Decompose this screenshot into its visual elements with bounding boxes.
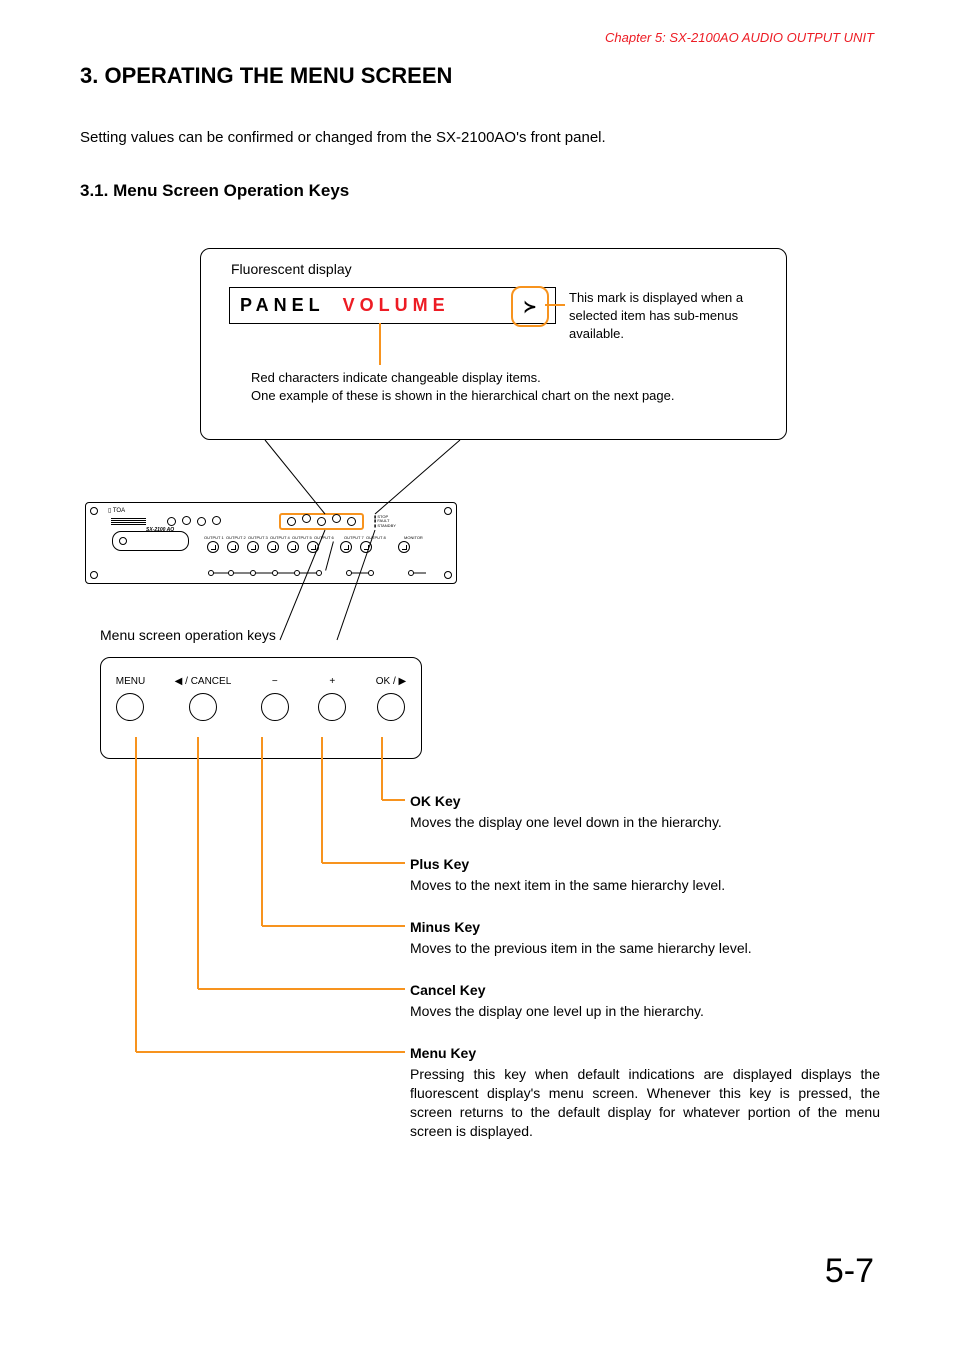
front-button xyxy=(302,514,311,523)
page-number: 5-7 xyxy=(825,1252,874,1291)
chapter-header: Chapter 5: SX-2100AO AUDIO OUTPUT UNIT xyxy=(80,30,874,45)
menu-keys-highlight xyxy=(279,513,364,530)
device-front-panel: ▯ TOA SX-2100 AO ▮ STOP ▮ FAULT xyxy=(85,502,457,584)
output-label: OUTPUT 4 xyxy=(270,535,290,540)
cancel-key-label: ◀ / CANCEL xyxy=(175,676,232,687)
status-leds: ▮ STOP ▮ FAULT ▮ STANDBY xyxy=(374,515,396,528)
plus-key-body: Moves to the next item in the same hiera… xyxy=(410,876,880,895)
panel-prefix: PANEL xyxy=(240,295,325,316)
menu-key-label: MENU xyxy=(116,676,145,687)
menu-key: MENU xyxy=(116,676,145,721)
minus-key-title: Minus Key xyxy=(410,918,880,937)
output-knob xyxy=(340,541,352,553)
monitor-knob xyxy=(398,541,410,553)
lcd-slot xyxy=(112,531,189,551)
lcd-dot xyxy=(119,537,127,545)
front-button xyxy=(212,516,221,525)
key-circle-icon xyxy=(189,693,217,721)
cancel-key-description: Cancel Key Moves the display one level u… xyxy=(410,981,880,1021)
menu-key-description: Menu Key Pressing this key when default … xyxy=(410,1044,880,1140)
output-knob xyxy=(247,541,259,553)
output-knob xyxy=(267,541,279,553)
output-label: OUTPUT 2 xyxy=(226,535,246,540)
minus-key-label: − xyxy=(272,676,278,687)
front-button xyxy=(167,517,176,526)
cancel-key-body: Moves the display one level up in the hi… xyxy=(410,1002,880,1021)
panel-volume-word: VOLUME xyxy=(343,295,450,316)
subsection-title: 3.1. Menu Screen Operation Keys xyxy=(80,181,874,201)
menu-key-body: Pressing this key when default indicatio… xyxy=(410,1065,880,1141)
menu-keys-label: Menu screen operation keys xyxy=(100,627,276,643)
keys-callout: MENU ◀ / CANCEL − + OK / ▶ xyxy=(100,657,422,759)
ok-key-body: Moves the display one level down in the … xyxy=(410,813,880,832)
minus-key: − xyxy=(261,676,289,721)
vent-icon xyxy=(111,517,146,526)
output-label: OUTPUT 6 xyxy=(314,535,334,540)
key-circle-icon xyxy=(377,693,405,721)
front-button xyxy=(332,514,341,523)
front-button xyxy=(287,517,296,526)
output-knob xyxy=(360,541,372,553)
cancel-key: ◀ / CANCEL xyxy=(175,676,232,721)
red-characters-description: Red characters indicate changeable displ… xyxy=(251,369,771,405)
panel-volume-box: PANEL VOLUME xyxy=(229,287,556,324)
submenu-mark: ≻ xyxy=(511,286,549,327)
front-button xyxy=(197,517,206,526)
ok-key-title: OK Key xyxy=(410,792,880,811)
ok-key: OK / ▶ xyxy=(376,676,406,721)
section-title: 3. OPERATING THE MENU SCREEN xyxy=(80,63,874,89)
front-button xyxy=(317,517,326,526)
output-label: OUTPUT 8 xyxy=(366,535,386,540)
output-label: OUTPUT 7 xyxy=(344,535,364,540)
display-callout: Fluorescent display PANEL VOLUME ≻ This … xyxy=(200,248,787,440)
output-label: OUTPUT 1 xyxy=(204,535,224,540)
plus-key: + xyxy=(318,676,346,721)
front-button xyxy=(347,517,356,526)
output-knob xyxy=(287,541,299,553)
screw-icon xyxy=(90,507,98,515)
minus-key-description: Minus Key Moves to the previous item in … xyxy=(410,918,880,958)
monitor-label: MONITOR xyxy=(404,535,423,540)
output-knob xyxy=(307,541,319,553)
output-label: OUTPUT 5 xyxy=(292,535,312,540)
front-button xyxy=(182,516,191,525)
output-knob xyxy=(227,541,239,553)
intro-text: Setting values can be confirmed or chang… xyxy=(80,129,874,146)
plus-key-title: Plus Key xyxy=(410,855,880,874)
red-desc-line1: Red characters indicate changeable displ… xyxy=(251,369,771,387)
plus-key-label: + xyxy=(329,676,335,687)
link-line-icon xyxy=(86,558,456,583)
plus-key-description: Plus Key Moves to the next item in the s… xyxy=(410,855,880,895)
fluorescent-display-label: Fluorescent display xyxy=(231,261,352,277)
key-circle-icon xyxy=(261,693,289,721)
minus-key-body: Moves to the previous item in the same h… xyxy=(410,939,880,958)
key-circle-icon xyxy=(318,693,346,721)
chevron-icon: ≻ xyxy=(523,297,536,317)
ok-key-label: OK / ▶ xyxy=(376,676,406,687)
output-label: OUTPUT 3 xyxy=(248,535,268,540)
output-knob xyxy=(207,541,219,553)
key-circle-icon xyxy=(116,693,144,721)
submenu-mark-description: This mark is displayed when a selected i… xyxy=(569,289,779,344)
red-desc-line2: One example of these is shown in the hie… xyxy=(251,387,771,405)
menu-key-title: Menu Key xyxy=(410,1044,880,1063)
ok-key-description: OK Key Moves the display one level down … xyxy=(410,792,880,832)
cancel-key-title: Cancel Key xyxy=(410,981,880,1000)
